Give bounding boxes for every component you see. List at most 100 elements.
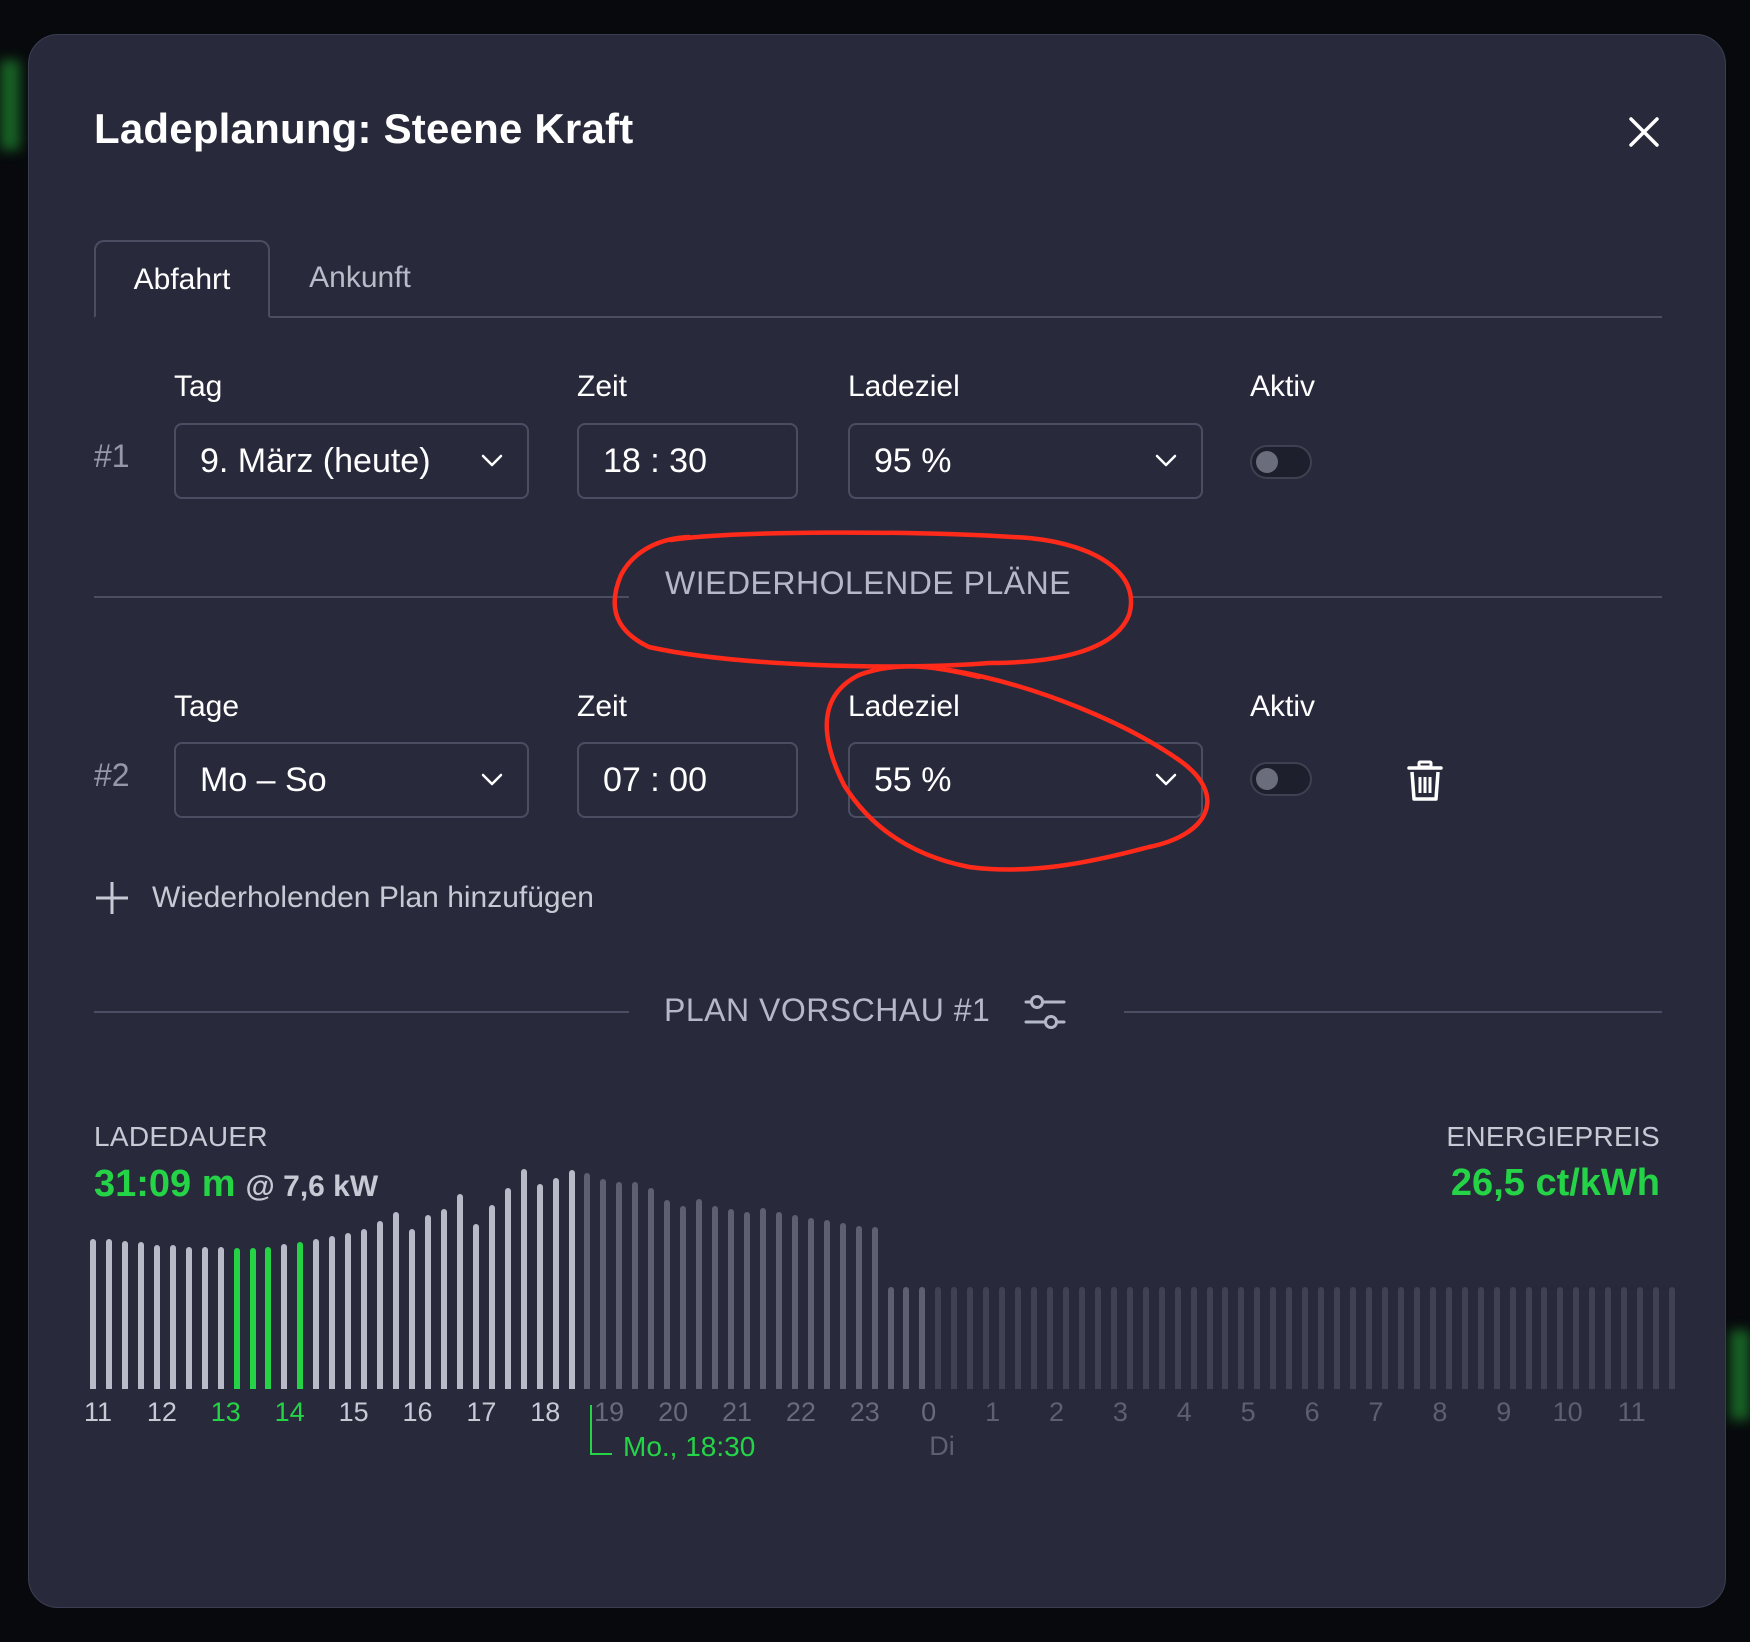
price-bar <box>1397 1287 1404 1389</box>
price-bar <box>153 1245 160 1389</box>
price-bar <box>1541 1287 1548 1389</box>
x-tick-label: 2 <box>1048 1397 1065 1427</box>
price-bar <box>1445 1287 1452 1389</box>
price-bar <box>1669 1287 1676 1389</box>
x-tick-label: 17 <box>466 1397 497 1427</box>
price-bar <box>217 1246 224 1389</box>
price-bar <box>951 1287 958 1389</box>
x-tick-label: 4 <box>1176 1397 1192 1427</box>
price-bar <box>1206 1287 1213 1389</box>
active-toggle[interactable] <box>1250 445 1312 479</box>
price-bar <box>775 1212 782 1389</box>
price-bar <box>137 1242 144 1389</box>
target-select[interactable]: 55 % <box>848 742 1203 818</box>
price-bar <box>1302 1287 1309 1389</box>
x-tick-label: 6 <box>1304 1397 1320 1427</box>
energy-price-value: 26,5 ct/kWh <box>1450 1162 1660 1204</box>
section-divider <box>94 596 629 598</box>
price-bar <box>1158 1287 1165 1389</box>
tabs-divider <box>94 316 1662 318</box>
price-bar <box>1493 1287 1500 1389</box>
time-input[interactable]: 18 : 30 <box>577 423 798 499</box>
price-bar <box>1637 1287 1644 1389</box>
price-bar <box>105 1239 112 1389</box>
price-bar <box>1222 1287 1229 1389</box>
chevron-down-icon <box>481 454 503 467</box>
chevron-down-icon <box>1155 454 1177 467</box>
price-bar <box>424 1215 431 1389</box>
day-label: Tag <box>174 370 223 403</box>
settings-sliders-icon[interactable] <box>1024 993 1066 1031</box>
price-bar <box>393 1212 400 1389</box>
price-bar <box>201 1246 208 1389</box>
price-bar <box>648 1188 655 1389</box>
price-bar <box>1031 1287 1038 1389</box>
price-bar <box>1015 1287 1022 1389</box>
x-tick-label: 22 <box>785 1397 816 1427</box>
price-bar <box>1573 1287 1580 1389</box>
day-select[interactable]: 9. März (heute) <box>174 423 529 499</box>
price-bar <box>456 1194 463 1389</box>
time-input[interactable]: 07 : 00 <box>577 742 798 818</box>
toggle-knob <box>1256 768 1278 790</box>
price-bar <box>297 1242 304 1389</box>
x-tick-label: 12 <box>146 1397 177 1427</box>
target-label: Ladeziel <box>848 370 960 403</box>
plan-preview-title: PLAN VORSCHAU #1 <box>664 992 991 1028</box>
price-bar <box>680 1206 687 1389</box>
x-tick-label: 5 <box>1240 1397 1256 1427</box>
price-bar <box>712 1206 719 1389</box>
days-select[interactable]: Mo – So <box>174 742 529 818</box>
section-divider <box>1129 596 1662 598</box>
days-select-value: Mo – So <box>200 760 327 799</box>
price-bar <box>345 1233 352 1389</box>
x-tick-label: 8 <box>1432 1397 1448 1427</box>
price-bar <box>1605 1287 1612 1389</box>
close-icon[interactable] <box>1621 109 1667 155</box>
day-label-next: Di <box>929 1431 955 1461</box>
price-bar <box>1381 1287 1388 1389</box>
price-bar <box>1110 1287 1117 1389</box>
charging-duration-value: 31:09 m <box>94 1163 236 1205</box>
charging-power-value: @ 7,6 kW <box>245 1170 379 1203</box>
target-select[interactable]: 95 % <box>848 423 1203 499</box>
time-input-value: 18 : 30 <box>603 441 707 480</box>
plus-icon <box>96 882 128 914</box>
price-bar <box>871 1227 878 1389</box>
price-bar <box>1334 1287 1341 1389</box>
price-bar <box>1142 1287 1149 1389</box>
departure-marker-line <box>590 1453 612 1455</box>
charging-duration: 31:09 m @ 7,6 kW <box>94 1163 378 1206</box>
price-bar <box>185 1246 192 1389</box>
price-bar <box>1062 1287 1069 1389</box>
price-bar <box>281 1243 288 1389</box>
days-label: Tage <box>174 690 240 723</box>
price-bar <box>919 1287 926 1389</box>
tab-ankunft[interactable]: Ankunft <box>309 261 411 294</box>
add-repeating-plan-button[interactable]: Wiederholenden Plan hinzufügen <box>94 880 594 916</box>
price-bar <box>552 1177 559 1389</box>
price-bar <box>536 1183 543 1389</box>
price-bar <box>807 1218 814 1389</box>
target-select-value: 95 % <box>874 441 952 480</box>
energy-price-label: ENERGIEPREIS <box>1446 1121 1660 1152</box>
price-bar <box>728 1209 734 1389</box>
price-bar <box>983 1287 990 1389</box>
price-bar <box>361 1228 368 1389</box>
tab-abfahrt[interactable]: Abfahrt <box>94 240 270 318</box>
add-repeating-plan-label: Wiederholenden Plan hinzufügen <box>152 881 594 914</box>
trash-icon[interactable] <box>1405 759 1445 803</box>
price-bar <box>1174 1287 1181 1389</box>
price-bar <box>1094 1287 1101 1389</box>
active-toggle[interactable] <box>1250 762 1312 796</box>
target-label: Ladeziel <box>848 690 960 723</box>
x-tick-label: 20 <box>658 1397 689 1427</box>
chevron-down-icon <box>1155 773 1177 786</box>
target-select-value: 55 % <box>874 760 952 799</box>
price-bar <box>903 1287 910 1389</box>
price-bar <box>504 1188 511 1389</box>
price-bar <box>1621 1287 1628 1389</box>
price-bar <box>1557 1287 1564 1389</box>
x-tick-label: 11 <box>1617 1397 1646 1427</box>
price-bar <box>1047 1287 1053 1389</box>
